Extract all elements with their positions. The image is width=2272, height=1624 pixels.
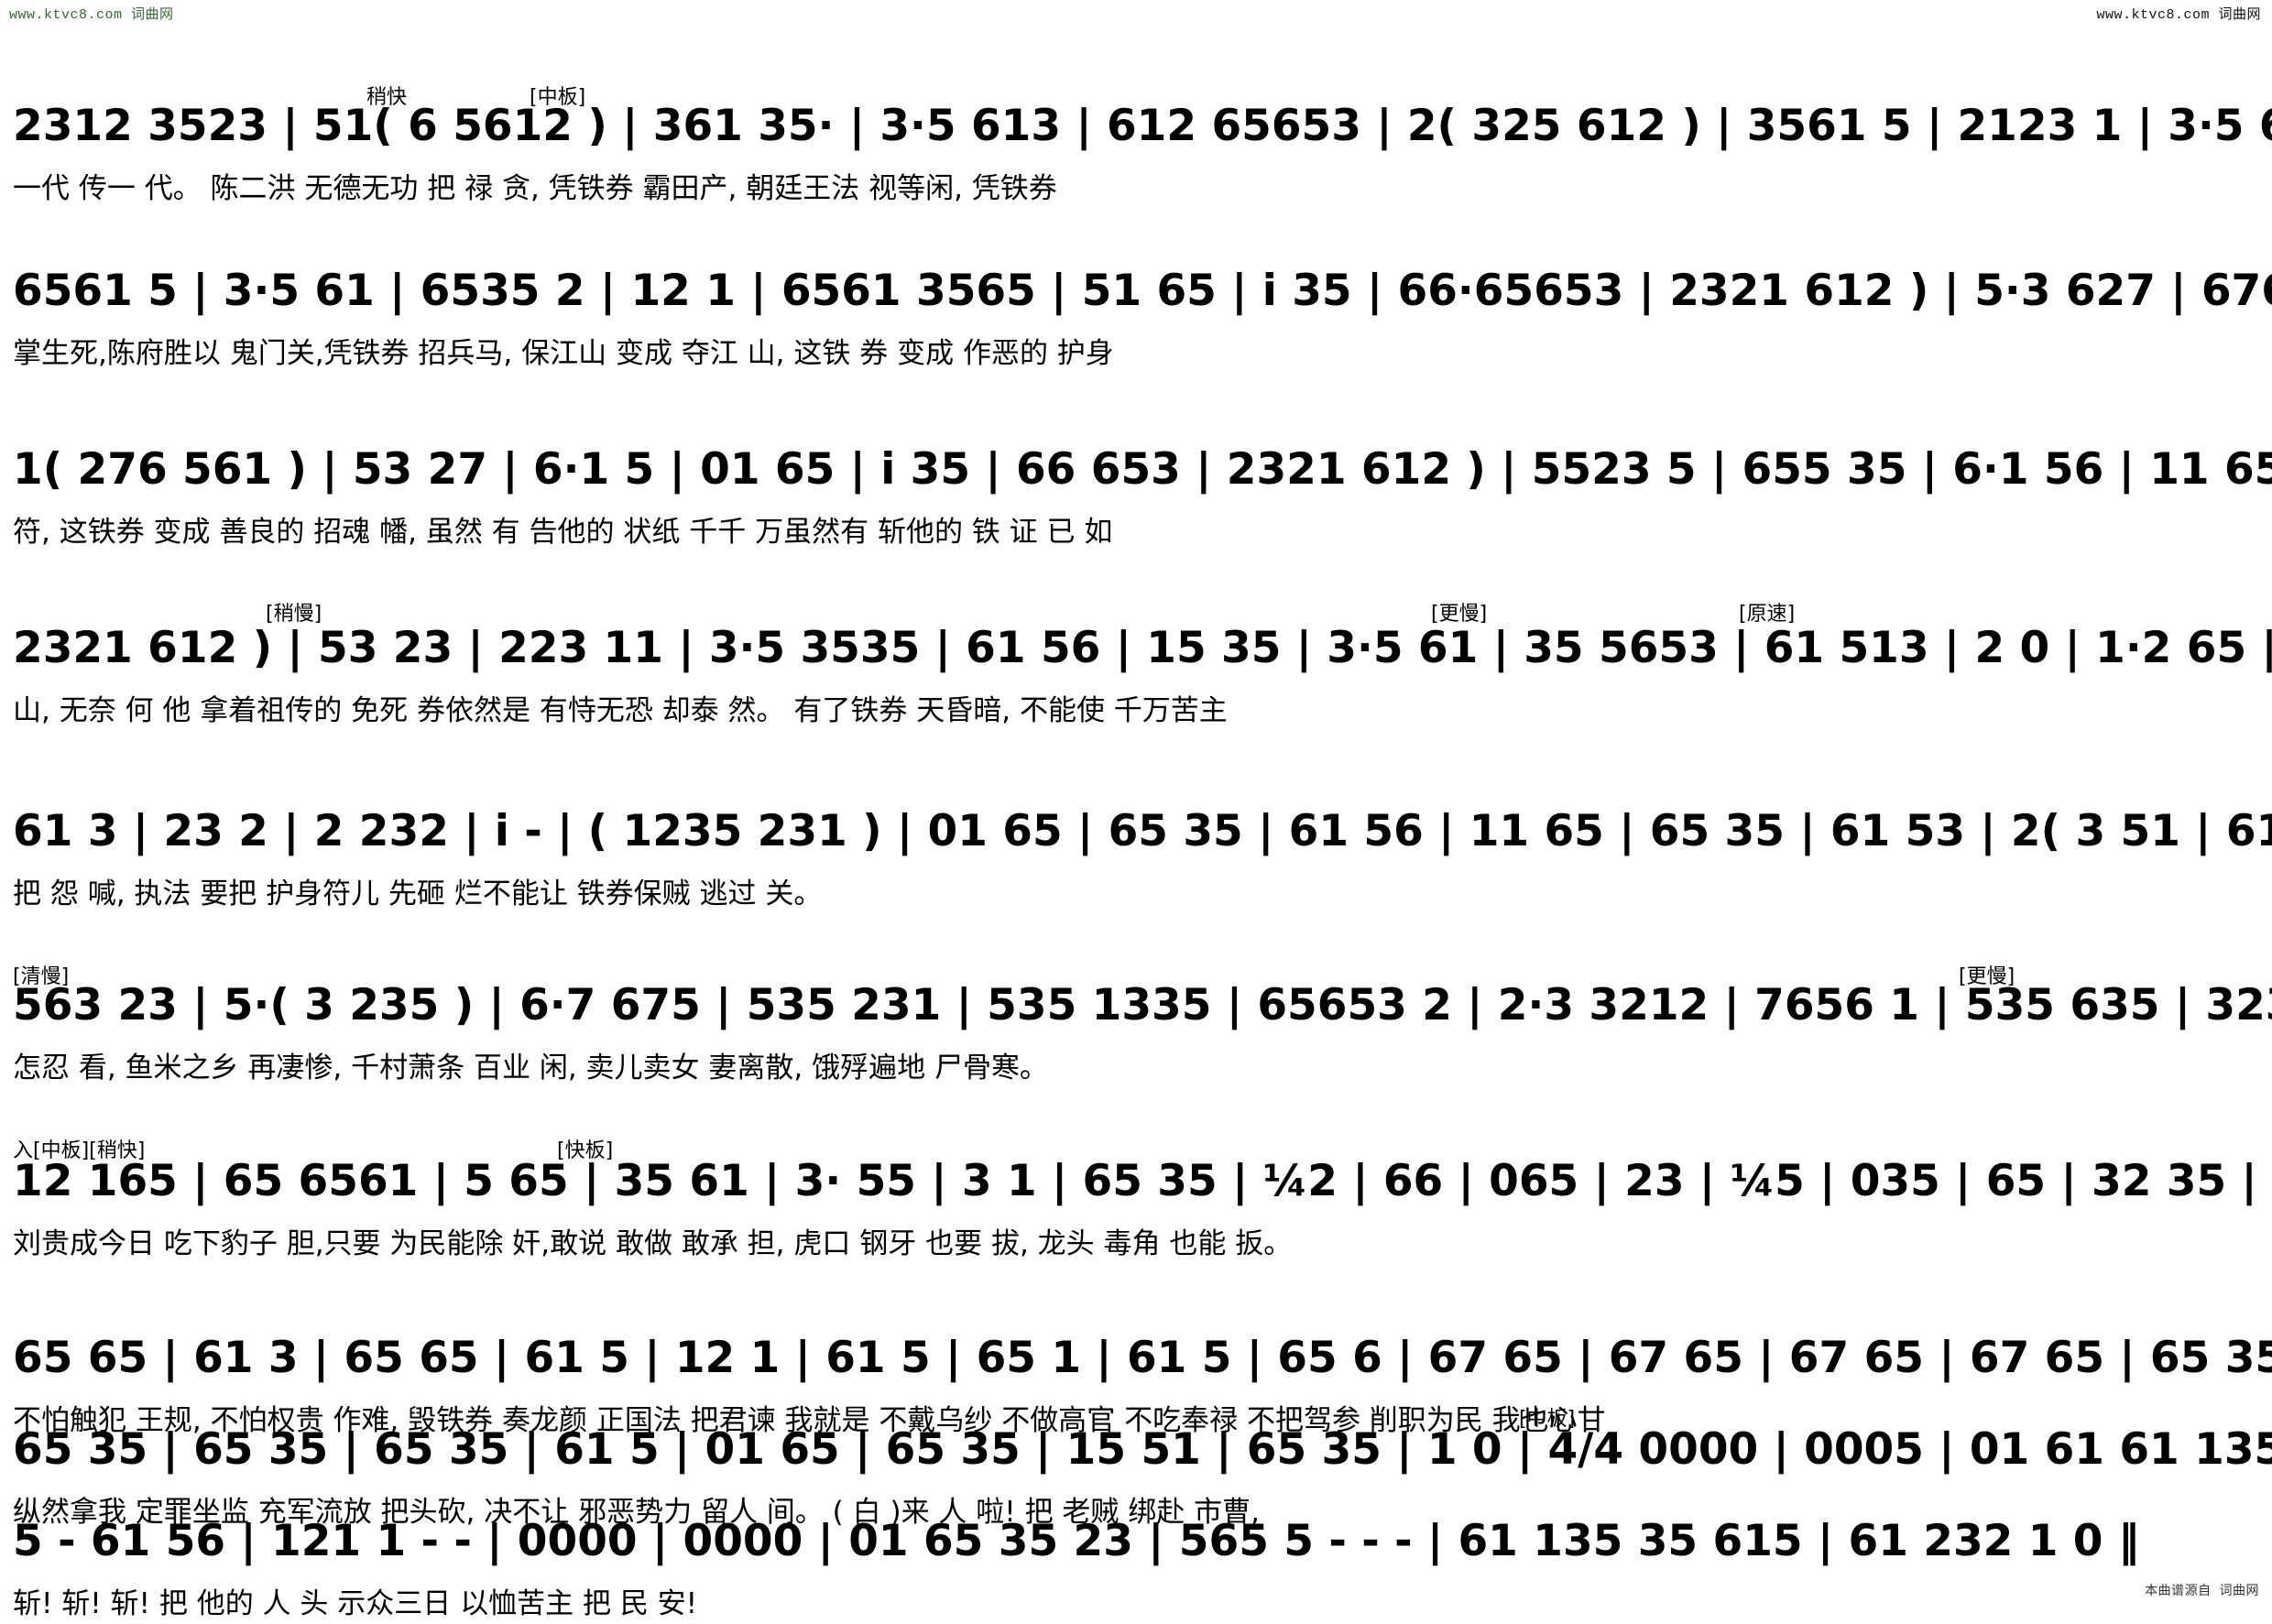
score-system-2: 6561 5 | 3·5 61 | 6535 2 | 12 1 | 6561 3…	[0, 266, 2272, 374]
note-row-3: 1( 276 561 ) | 53 27 | 6·1 5 | 01 65 | i…	[13, 444, 2272, 495]
note-row-10: 5 - 61 56 | 121 1 - - | 0000 | 0000 | 01…	[13, 1516, 2140, 1566]
lyric-row-10: 斩! 斩! 斩! 把 他的 人 头 示众三日 以恤苦主 把 民 安!	[13, 1587, 698, 1620]
lyric-row-1: 一代 传一 代。 陈二洪 无德无功 把 禄 贪, 凭铁券 霸田产, 朝廷王法 视…	[13, 172, 1057, 205]
watermark-top-left: www.ktvc8.com 词曲网	[9, 7, 174, 23]
score-system-4: [稍慢] [更慢] [原速] 2321 612 ) | 53 23 | 223 …	[0, 603, 2272, 731]
note-row-8: 65 65 | 61 3 | 65 65 | 61 5 | 12 1 | 61 …	[13, 1333, 2272, 1383]
lyric-row-9: 纵然拿我 定罪坐监 充军流放 把头砍, 决不让 邪恶势力 留人 间。 ( 白 )…	[13, 1496, 1260, 1529]
lyric-row-2: 掌生死,陈府胜以 鬼门关,凭铁券 招兵马, 保江山 变成 夺江 山, 这铁 券 …	[13, 337, 1114, 370]
note-row-5: 61 3 | 23 2 | 2 232 | i - | ( 1235 231 )…	[13, 806, 2272, 856]
lyric-row-6: 怎忍 看, 鱼米之乡 再凄惨, 千村萧条 百业 闲, 卖儿卖女 妻离散, 饿殍遍…	[13, 1052, 1048, 1084]
score-system-6: [清慢] [更慢] 563 23 | 5·( 3 235 ) | 6·7 675…	[0, 965, 2272, 1088]
tempo-mark-qingman: [清慢]	[13, 965, 70, 988]
lyric-row-7: 刘贵成今日 吃下豹子 胆,只要 为民能除 奸,敢说 敢做 敢承 担, 虎口 钢牙…	[13, 1227, 1293, 1260]
tempo-mark-zhongban-2: [中板]	[1519, 1408, 1576, 1431]
tempo-mark-shaokuai: 稍快	[366, 86, 408, 109]
tempo-mark-zhongban: [中板]	[530, 86, 586, 109]
tempo-mark-kuaiban: [快板]	[557, 1139, 614, 1162]
note-row-6: 563 23 | 5·( 3 235 ) | 6·7 675 | 535 231…	[13, 980, 2272, 1030]
score-system-9: [中板] 65 35 | 65 35 | 65 35 | 61 5 | 01 6…	[0, 1408, 2272, 1532]
score-system-1: 稍快 [中板] 2312 3523 | 51( 6 5612 ) | 361 3…	[0, 86, 2272, 205]
watermark-bottom-right: 本曲谱源自 词曲网	[2145, 1585, 2259, 1599]
note-row-4: 2321 612 ) | 53 23 | 223 11 | 3·5 3535 |…	[13, 623, 2272, 673]
lyric-row-8: 不怕触犯 王规, 不怕权贵 作难, 毁铁券 奏龙颜 正国法 把君谏 我就是 不戴…	[13, 1404, 1606, 1437]
tempo-mark-ruzhongban-shaokuai: 入[中板][稍快]	[13, 1139, 146, 1162]
lyric-row-5: 把 怨 喊, 执法 要把 护身符儿 先砸 烂不能让 铁券保贼 逃过 关。	[13, 877, 823, 910]
tempo-mark-gengman-1: [更慢]	[1431, 603, 1488, 626]
note-row-7: 12 165 | 65 6561 | 5 65 | 35 61 | 3· 55 …	[13, 1156, 2272, 1206]
score-system-8: 65 65 | 61 3 | 65 65 | 61 5 | 12 1 | 61 …	[0, 1333, 2272, 1441]
score-system-7: 入[中板][稍快] [快板] 12 165 | 65 6561 | 5 65 |…	[0, 1139, 2272, 1264]
note-row-9: 65 35 | 65 35 | 65 35 | 61 5 | 01 65 | 6…	[13, 1424, 2272, 1475]
note-row-1: 2312 3523 | 51( 6 5612 ) | 361 35· | 3·5…	[13, 101, 2272, 151]
score-system-5: 61 3 | 23 2 | 2 232 | i - | ( 1235 231 )…	[0, 806, 2272, 914]
score-system-10: 5 - 61 56 | 121 1 - - | 0000 | 0000 | 01…	[0, 1516, 2272, 1624]
score-system-3: 1( 276 561 ) | 53 27 | 6·1 5 | 01 65 | i…	[0, 444, 2272, 552]
tempo-mark-shaoman: [稍慢]	[266, 603, 322, 626]
note-row-2: 6561 5 | 3·5 61 | 6535 2 | 12 1 | 6561 3…	[13, 266, 2272, 316]
lyric-row-4: 山, 无奈 何 他 拿着祖传的 免死 券依然是 有恃无恐 却泰 然。 有了铁券 …	[13, 694, 1228, 727]
tempo-mark-gengman-2: [更慢]	[1959, 965, 2015, 988]
lyric-row-3: 符, 这铁券 变成 善良的 招魂 幡, 虽然 有 告他的 状纸 千千 万虽然有 …	[13, 516, 1113, 549]
tempo-mark-yuansu: [原速]	[1739, 603, 1796, 626]
watermark-top-right: www.ktvc8.com 词曲网	[2096, 7, 2261, 23]
